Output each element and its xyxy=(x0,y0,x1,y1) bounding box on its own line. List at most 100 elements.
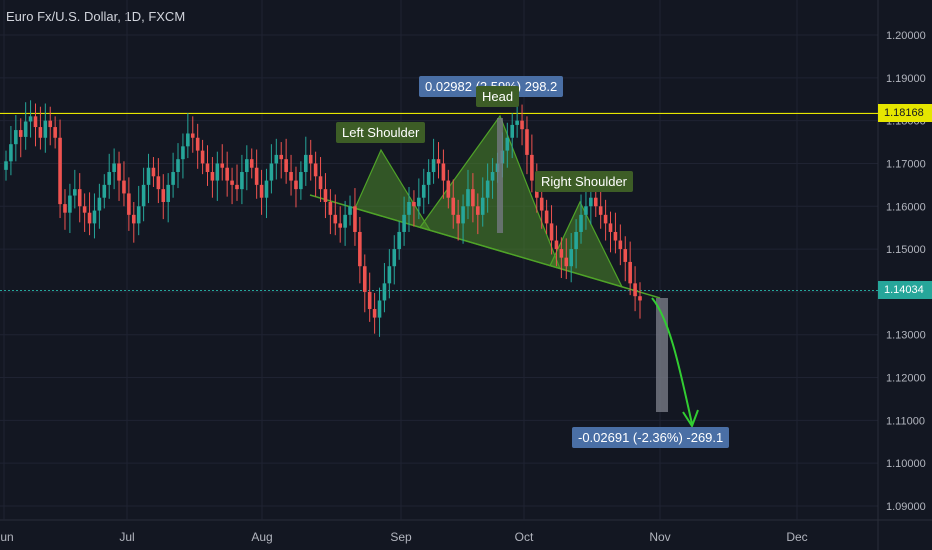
candle-body xyxy=(402,214,406,232)
candle-body xyxy=(245,159,249,173)
candle-body xyxy=(254,167,259,185)
candle-body xyxy=(82,206,87,213)
candle-body xyxy=(471,189,475,207)
candle-body xyxy=(131,214,136,224)
candle-body xyxy=(117,163,121,181)
candle-body xyxy=(593,197,598,207)
candle-body xyxy=(480,197,485,215)
candle-body xyxy=(181,146,185,160)
candle-body xyxy=(554,240,559,250)
candle-body xyxy=(240,172,244,190)
candle-body xyxy=(235,184,239,190)
candle-body xyxy=(102,184,107,198)
candle-body xyxy=(18,130,23,137)
candle-body xyxy=(539,197,544,211)
candle-body xyxy=(618,240,623,250)
target-measure-bar xyxy=(656,298,668,412)
neckline xyxy=(309,194,661,299)
candle-body xyxy=(362,266,367,292)
projection-arrow xyxy=(651,297,693,425)
y-tick-label: 1.12000 xyxy=(886,373,926,385)
candle-body xyxy=(112,163,116,173)
right-shoulder-label: Right Shoulder xyxy=(535,171,633,192)
candle-body xyxy=(353,206,357,232)
candle-body xyxy=(313,163,318,177)
candle-body xyxy=(608,223,613,232)
y-tick-label: 1.11000 xyxy=(886,415,925,427)
candle-body xyxy=(579,214,583,232)
candle-body xyxy=(166,184,170,202)
head-measure-bar xyxy=(497,118,503,233)
candle-body xyxy=(4,161,8,170)
x-tick-label: Jul xyxy=(119,530,134,544)
y-tick-label: 1.15000 xyxy=(886,244,926,256)
candle-body xyxy=(417,197,421,207)
candle-body xyxy=(127,193,131,215)
candle-body xyxy=(426,172,431,185)
candle-body xyxy=(77,189,82,207)
candle-body xyxy=(269,163,274,181)
candle-body xyxy=(333,214,338,224)
candle-body xyxy=(367,291,372,310)
candle-body xyxy=(107,172,112,185)
x-axis: Jun Jul Aug Sep Oct Nov Dec xyxy=(0,530,808,544)
projection-arrowhead xyxy=(682,409,699,429)
candle-body xyxy=(628,261,632,284)
candle-body xyxy=(136,206,141,224)
candle-body xyxy=(328,201,333,215)
candle-body xyxy=(53,127,57,138)
candle-body xyxy=(225,167,229,181)
candle-body xyxy=(525,129,529,155)
candle-body xyxy=(623,249,628,262)
candle-body xyxy=(584,206,588,215)
candle-body xyxy=(549,223,554,241)
candle-body xyxy=(299,172,303,190)
candle-body xyxy=(186,133,190,147)
candle-body xyxy=(274,154,279,164)
candle-body xyxy=(190,133,195,138)
candle-body xyxy=(461,206,465,224)
x-tick-label: Aug xyxy=(251,530,272,544)
candle-body xyxy=(343,214,347,228)
candle-body xyxy=(122,180,126,194)
horizontal-lines xyxy=(0,112,878,291)
candle-body xyxy=(564,257,569,267)
y-tick-label: 1.10000 xyxy=(886,458,926,470)
candle-body xyxy=(171,172,175,185)
candle-body xyxy=(559,249,564,258)
candle-body xyxy=(176,159,180,173)
head-shoulders-pattern xyxy=(309,114,661,299)
candle-body xyxy=(348,206,352,215)
candle-body xyxy=(638,296,642,301)
candle-body xyxy=(544,210,549,224)
y-tick-label: 1.13000 xyxy=(886,330,926,342)
candle-body xyxy=(421,184,426,198)
candle-body xyxy=(456,214,460,224)
y-tick-label: 1.09000 xyxy=(886,501,926,513)
candle-body xyxy=(569,249,573,267)
y-tick-label: 1.20000 xyxy=(886,30,926,42)
y-axis: 1.200001.190001.180001.170001.160001.150… xyxy=(886,30,926,513)
candle-body xyxy=(520,120,524,130)
candle-body xyxy=(156,176,161,190)
candle-body xyxy=(431,159,436,173)
candle-body xyxy=(613,231,618,241)
candle-body xyxy=(87,212,92,224)
candle-body xyxy=(574,231,578,250)
candle-body xyxy=(323,189,328,202)
candle-body xyxy=(387,266,392,284)
pattern-triangle xyxy=(419,114,562,270)
candle-body xyxy=(436,159,441,164)
candle-body xyxy=(141,184,146,207)
candle-body xyxy=(23,121,28,137)
y-tick-label: 1.19000 xyxy=(886,73,926,85)
x-tick-label: Nov xyxy=(649,530,670,544)
projection xyxy=(497,118,699,429)
candle-body xyxy=(9,144,13,162)
candle-body xyxy=(476,206,480,215)
x-tick-label: Jun xyxy=(0,530,14,544)
candle-body xyxy=(446,180,451,198)
candle-body xyxy=(284,159,288,173)
candle-body xyxy=(220,163,225,168)
candle-body xyxy=(308,154,313,164)
